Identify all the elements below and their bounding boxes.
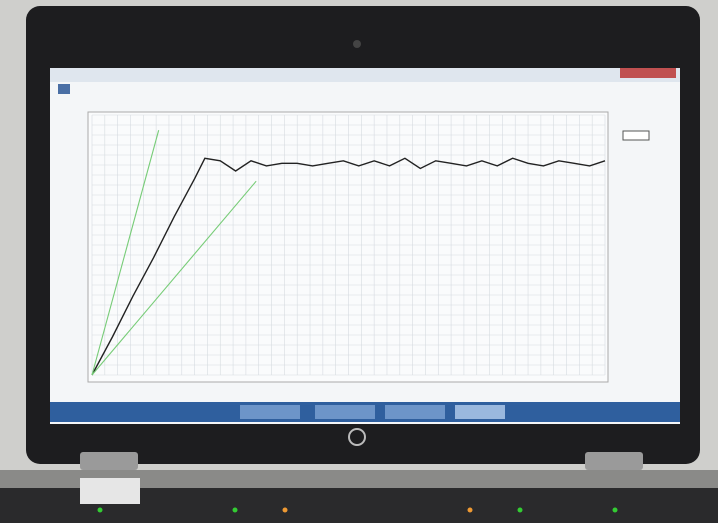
sticker <box>80 478 140 504</box>
toolbar-icon <box>58 84 70 94</box>
taskbar-button[interactable] <box>385 405 445 419</box>
taskbar-button[interactable] <box>455 405 505 419</box>
photo <box>0 0 718 523</box>
taskbar-button[interactable] <box>315 405 375 419</box>
taskbar-button[interactable] <box>240 405 300 419</box>
legend-button[interactable] <box>623 131 649 140</box>
window-bar <box>50 68 680 82</box>
light <box>468 508 473 513</box>
light <box>518 508 523 513</box>
window-controls <box>620 68 676 78</box>
plot-area <box>88 112 608 382</box>
taskbar-buttons <box>240 405 505 419</box>
chart <box>92 115 605 375</box>
hinge <box>585 452 643 470</box>
light <box>98 508 103 513</box>
light <box>613 508 618 513</box>
light <box>283 508 288 513</box>
hinge <box>80 452 138 470</box>
webcam <box>353 40 361 48</box>
light <box>233 508 238 513</box>
